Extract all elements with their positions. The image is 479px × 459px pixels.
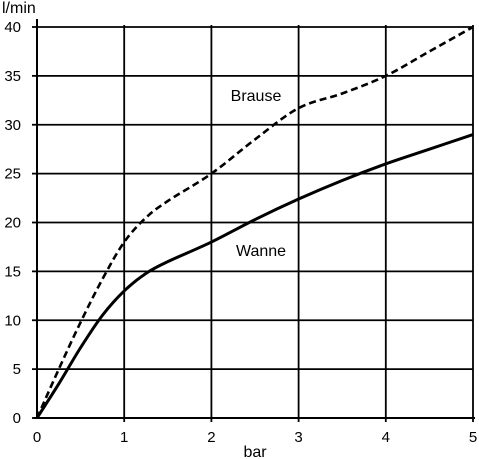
axes (32, 19, 475, 419)
y-tick-label: 10 (4, 312, 21, 329)
tick-labels: 0 5 10 15 20 25 30 35 40 0 1 2 3 4 5 (4, 19, 477, 446)
y-tick-label: 25 (4, 166, 21, 183)
y-tick-label: 30 (4, 117, 21, 134)
y-tick-label: 20 (4, 215, 21, 232)
y-tick-label: 0 (13, 410, 21, 427)
x-tick-label: 3 (294, 429, 302, 446)
grid (37, 25, 474, 422)
y-axis-title: l/min (2, 0, 36, 17)
series-line-brause (35, 25, 474, 419)
series-label-wanne: Wanne (236, 243, 286, 260)
y-tick-label: 35 (4, 68, 21, 85)
x-tick-label: 0 (33, 429, 41, 446)
x-tick-label: 4 (382, 429, 390, 446)
y-tick-label: 5 (13, 361, 21, 378)
y-tick-label: 15 (4, 263, 21, 280)
series-layer (35, 25, 474, 419)
x-tick-label: 2 (207, 429, 215, 446)
x-axis-title: bar (243, 444, 267, 459)
x-tick-label: 1 (120, 429, 128, 446)
y-tick-label: 40 (4, 19, 21, 36)
series-line-wanne (35, 133, 474, 419)
series-label-brause: Brause (231, 88, 282, 105)
x-tick-label: 5 (469, 429, 477, 446)
